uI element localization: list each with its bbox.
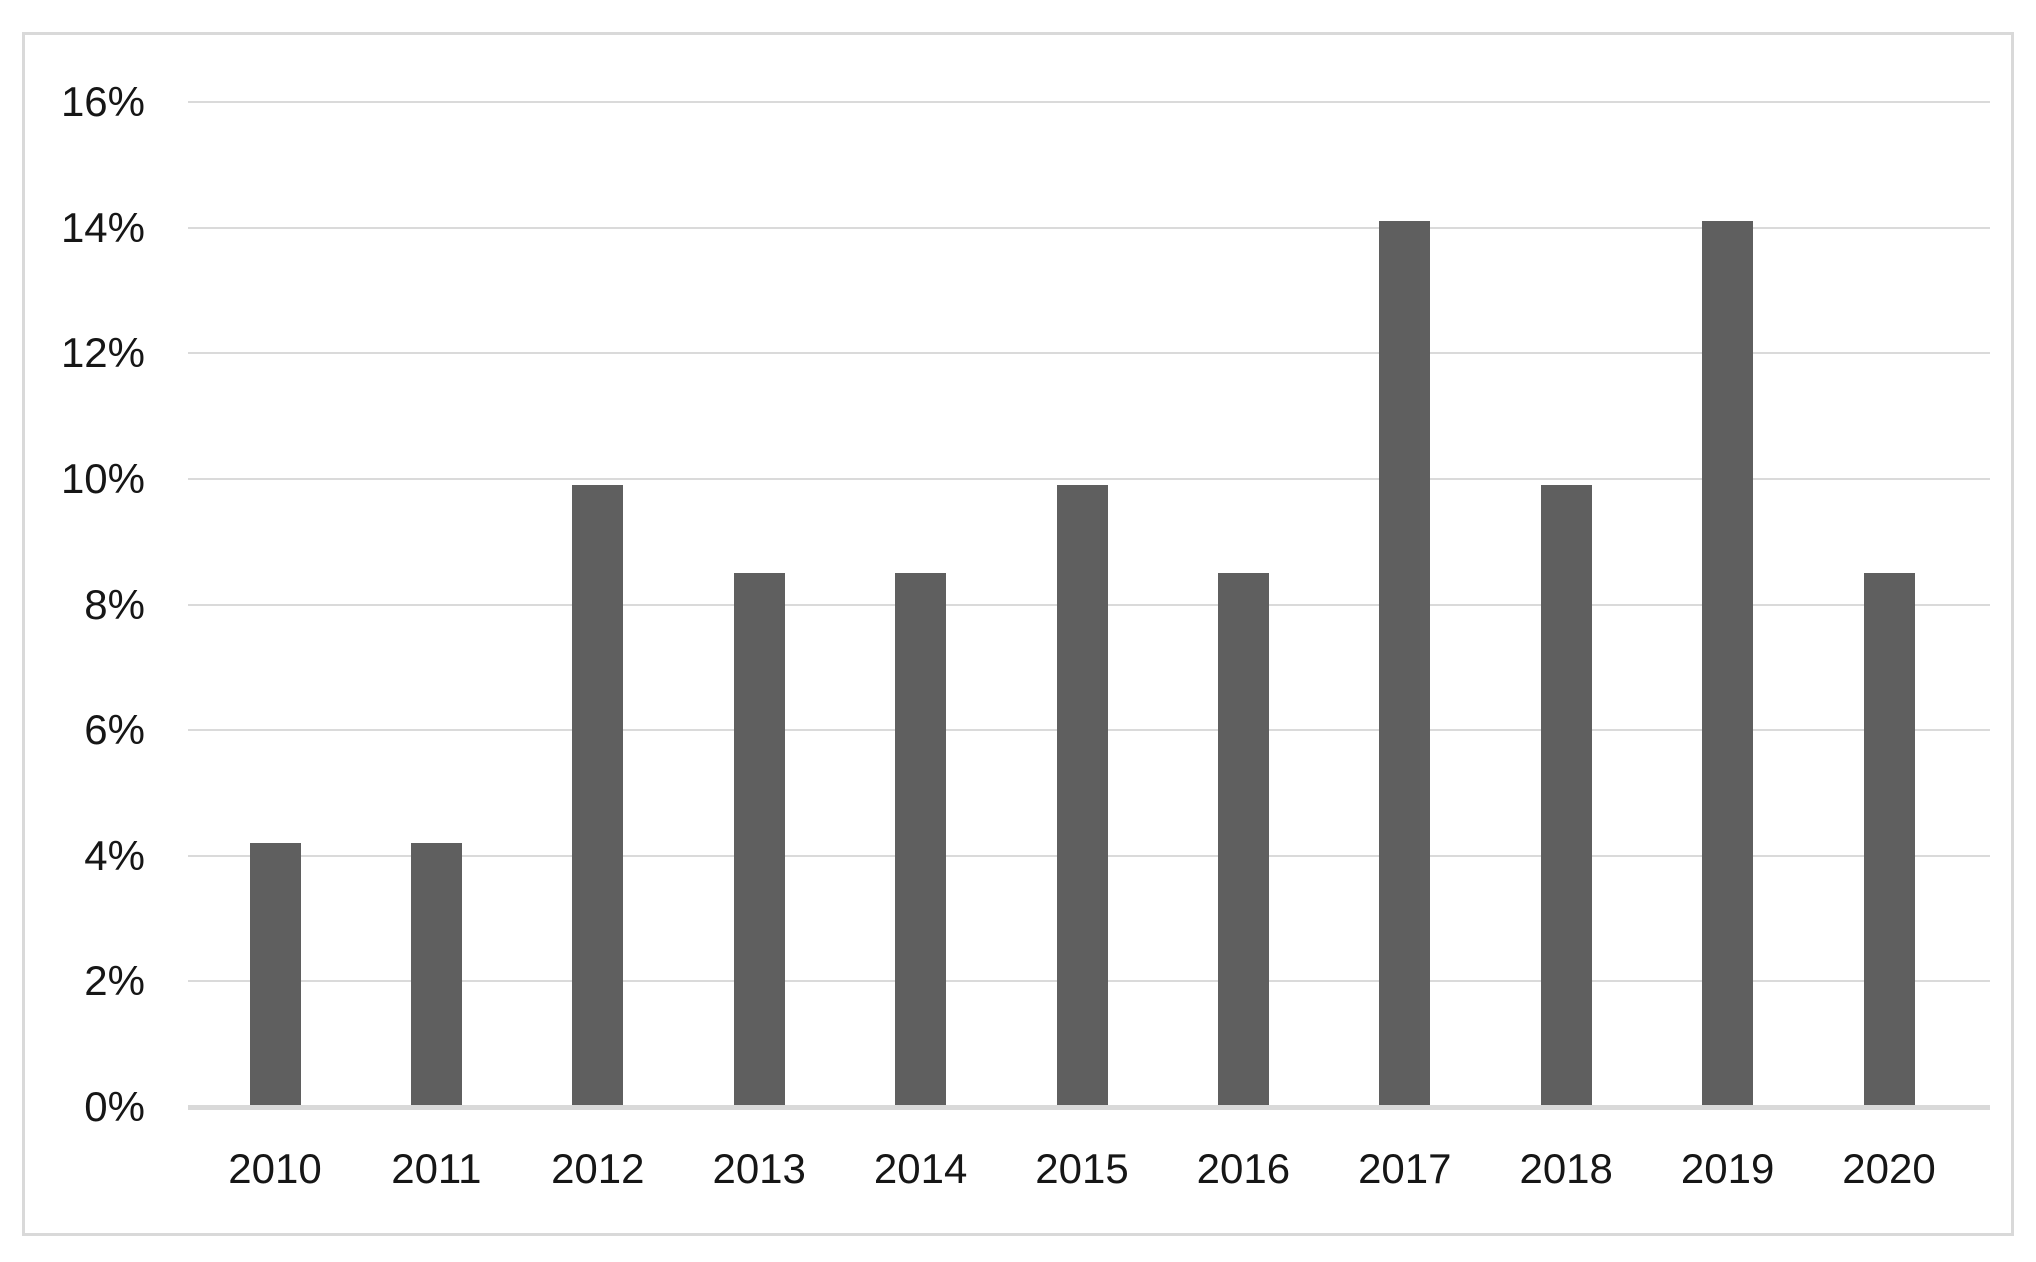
bar-2014 (895, 573, 947, 1107)
y-tick-label: 8% (84, 580, 145, 628)
bar-2018 (1540, 485, 1592, 1107)
bar-2017 (1379, 221, 1431, 1107)
x-axis-line (188, 1105, 1990, 1110)
x-tick-label: 2010 (228, 1145, 322, 1192)
x-tick-label: 2017 (1358, 1145, 1452, 1192)
bar-2020 (1863, 573, 1915, 1107)
bar-2015 (1056, 485, 1108, 1107)
chart-frame: 0% 2% 4% 6% 8% 10% 12% 14% 16% 2010 2011 2012 2013 2… (22, 32, 2014, 1236)
x-tick-label: 2013 (712, 1145, 806, 1192)
x-tick-label: 2011 (391, 1145, 482, 1192)
y-tick-label: 6% (84, 706, 145, 754)
bar-2010 (249, 843, 301, 1107)
x-tick-label: 2016 (1196, 1145, 1291, 1192)
x-tick-label: 2018 (1519, 1145, 1613, 1192)
bar-2011 (410, 843, 462, 1107)
gridline (188, 101, 1990, 103)
y-tick-label: 0% (84, 1083, 145, 1130)
x-tick-label: 2019 (1680, 1145, 1775, 1192)
y-tick-label: 2% (84, 957, 145, 1005)
y-tick-label: 4% (84, 831, 145, 879)
gridline (188, 226, 1990, 229)
y-tick-label: 14% (60, 203, 145, 251)
x-tick-label: 2012 (551, 1145, 645, 1192)
y-tick-label: 12% (60, 329, 145, 377)
x-tick-label: 2014 (873, 1145, 968, 1192)
gridline (188, 352, 1990, 355)
x-tick-label: 2020 (1842, 1145, 1936, 1192)
y-tick-label: 10% (60, 454, 145, 502)
bar-2019 (1702, 221, 1754, 1107)
bar-2012 (572, 485, 624, 1107)
x-tick-label: 2015 (1035, 1145, 1129, 1192)
y-tick-label: 16% (60, 78, 145, 125)
bar-2013 (733, 573, 785, 1107)
bar-2016 (1217, 573, 1269, 1107)
gridline (188, 477, 1990, 480)
